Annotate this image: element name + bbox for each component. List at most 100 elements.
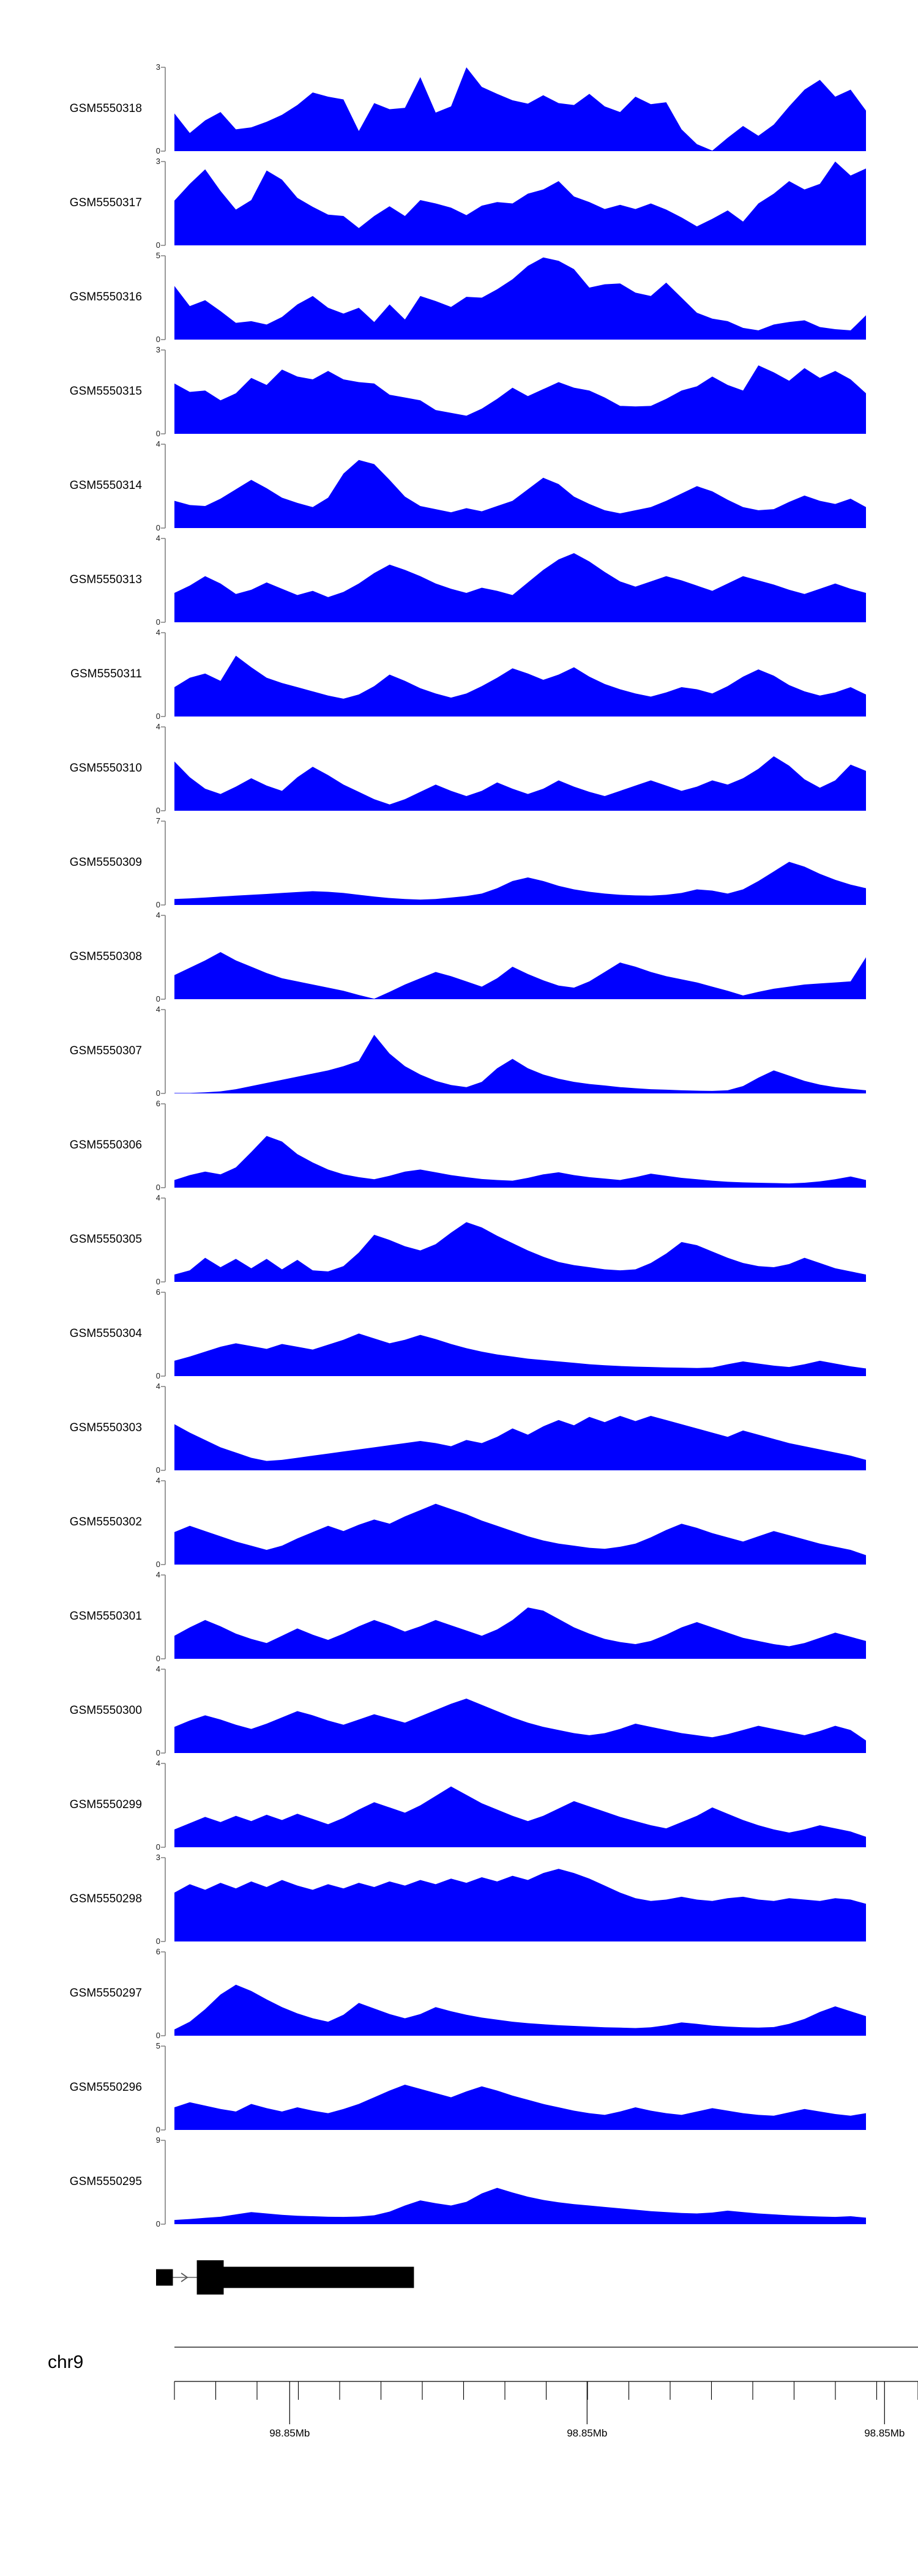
y-axis-max-label: 3 bbox=[155, 1853, 160, 1862]
coverage-track[interactable]: GSM5550302 4 0 bbox=[0, 1444, 918, 1568]
coverage-track[interactable]: GSM5550316 5 0 bbox=[0, 219, 918, 343]
track-sample-label: GSM5550304 bbox=[69, 1327, 142, 1340]
track-sample-label: GSM5550303 bbox=[69, 1421, 142, 1434]
coverage-track[interactable]: GSM5550308 4 0 bbox=[0, 879, 918, 1003]
y-axis-max-label: 4 bbox=[155, 1005, 160, 1014]
y-axis-max-label: 3 bbox=[155, 345, 160, 354]
y-axis-max-label: 4 bbox=[155, 1382, 160, 1391]
coverage-track[interactable]: GSM5550300 4 0 bbox=[0, 1632, 918, 1757]
coverage-track[interactable]: GSM5550313 4 0 bbox=[0, 502, 918, 626]
axis-tick-label: 98.85Mb bbox=[567, 2427, 607, 2439]
y-axis-max-label: 3 bbox=[155, 62, 160, 72]
coverage-track[interactable]: GSM5550314 4 0 bbox=[0, 408, 918, 532]
y-axis-min-label: 0 bbox=[155, 1183, 160, 1192]
y-axis-bracket bbox=[161, 1480, 166, 1565]
y-axis-max-label: 4 bbox=[155, 628, 160, 637]
y-axis-min-label: 0 bbox=[155, 1277, 160, 1286]
coverage-track[interactable]: GSM5550317 3 0 bbox=[0, 125, 918, 249]
y-axis-bracket bbox=[161, 821, 166, 906]
y-axis-min-label: 0 bbox=[155, 2031, 160, 2040]
track-sample-label: GSM5550298 bbox=[69, 1892, 142, 1905]
track-sample-label: GSM5550318 bbox=[69, 102, 142, 115]
y-axis-max-label: 4 bbox=[155, 439, 160, 449]
coverage-area bbox=[174, 1136, 866, 1188]
axis-ruler: 98.85Mb 98.85Mb 98.85Mb bbox=[174, 2347, 918, 2439]
coverage-area bbox=[174, 257, 866, 340]
y-axis-min-label: 0 bbox=[155, 994, 160, 1003]
track-sample-label: GSM5550299 bbox=[69, 1798, 142, 1811]
y-axis-max-label: 4 bbox=[155, 1476, 160, 1485]
y-axis-max-label: 4 bbox=[155, 534, 160, 543]
track-sample-label: GSM5550295 bbox=[69, 2175, 142, 2188]
coverage-area bbox=[174, 162, 866, 245]
y-axis-min-label: 0 bbox=[155, 1654, 160, 1663]
coverage-track[interactable]: GSM5550304 6 0 bbox=[0, 1256, 918, 1380]
coverage-area bbox=[174, 365, 866, 434]
coverage-track[interactable]: GSM5550305 4 0 bbox=[0, 1161, 918, 1286]
y-axis-min-label: 0 bbox=[155, 1842, 160, 1852]
track-sample-label: GSM5550311 bbox=[70, 667, 142, 680]
y-axis-bracket bbox=[161, 1857, 166, 1942]
y-axis-min-label: 0 bbox=[155, 1937, 160, 1946]
y-axis-min-label: 0 bbox=[155, 1465, 160, 1475]
coverage-area bbox=[174, 1984, 866, 2036]
track-sample-label: GSM5550297 bbox=[69, 1986, 142, 2000]
coverage-area bbox=[174, 67, 866, 151]
track-sample-label: GSM5550317 bbox=[69, 196, 142, 209]
coverage-track[interactable]: GSM5550296 5 0 bbox=[0, 2009, 918, 2134]
y-axis-bracket bbox=[161, 538, 166, 623]
coverage-track[interactable]: GSM5550299 4 0 bbox=[0, 1727, 918, 1851]
y-axis-bracket bbox=[161, 726, 166, 811]
y-axis-bracket bbox=[161, 1763, 166, 1848]
coverage-track[interactable]: GSM5550307 4 0 bbox=[0, 973, 918, 1097]
coverage-area bbox=[174, 862, 866, 905]
y-axis-bracket bbox=[161, 1197, 166, 1282]
coverage-area bbox=[174, 2187, 866, 2224]
coverage-track[interactable]: GSM5550311 4 0 bbox=[0, 596, 918, 721]
coverage-track[interactable]: GSM5550318 3 0 bbox=[0, 31, 918, 155]
coverage-track[interactable]: GSM5550315 3 0 bbox=[0, 313, 918, 437]
track-sample-label: GSM5550308 bbox=[69, 950, 142, 963]
track-sample-label: GSM5550314 bbox=[69, 478, 142, 492]
y-axis-min-label: 0 bbox=[155, 1089, 160, 1098]
coverage-area bbox=[174, 1415, 866, 1470]
track-sample-label: GSM5550313 bbox=[69, 573, 142, 586]
y-axis-bracket bbox=[161, 67, 166, 152]
coverage-track[interactable]: GSM5550298 3 0 bbox=[0, 1821, 918, 1945]
y-axis-min-label: 0 bbox=[155, 712, 160, 721]
y-axis-max-label: 4 bbox=[155, 910, 160, 920]
y-axis-bracket bbox=[161, 2046, 166, 2131]
coverage-track[interactable]: GSM5550306 6 0 bbox=[0, 1067, 918, 1192]
y-axis-min-label: 0 bbox=[155, 2219, 160, 2228]
y-axis-min-label: 0 bbox=[155, 240, 160, 250]
y-axis-bracket bbox=[161, 1386, 166, 1471]
y-axis-bracket bbox=[161, 255, 166, 340]
y-axis-max-label: 4 bbox=[155, 1570, 160, 1579]
coverage-track[interactable]: GSM5550295 9 0 bbox=[0, 2104, 918, 2228]
y-axis-min-label: 0 bbox=[155, 1748, 160, 1757]
coverage-track[interactable]: GSM5550310 4 0 bbox=[0, 690, 918, 814]
track-sample-label: GSM5550307 bbox=[69, 1044, 142, 1057]
y-axis-min-label: 0 bbox=[155, 900, 160, 909]
y-axis-max-label: 3 bbox=[155, 157, 160, 166]
track-sample-label: GSM5550316 bbox=[69, 290, 142, 303]
y-axis-min-label: 0 bbox=[155, 146, 160, 155]
coverage-track[interactable]: GSM5550309 7 0 bbox=[0, 784, 918, 909]
y-axis-max-label: 4 bbox=[155, 1193, 160, 1202]
y-axis-max-label: 4 bbox=[155, 1664, 160, 1673]
coverage-area bbox=[174, 1869, 866, 1941]
y-axis-max-label: 4 bbox=[155, 722, 160, 731]
coverage-track[interactable]: GSM5550297 6 0 bbox=[0, 1915, 918, 2040]
track-sample-label: GSM5550306 bbox=[69, 1138, 142, 1152]
y-axis-max-label: 6 bbox=[155, 1947, 160, 1956]
coverage-track[interactable]: GSM5550303 4 0 bbox=[0, 1350, 918, 1474]
y-axis-max-label: 6 bbox=[155, 1287, 160, 1297]
coverage-area bbox=[174, 1333, 866, 1376]
y-axis-bracket bbox=[161, 161, 166, 246]
coverage-track[interactable]: GSM5550301 4 0 bbox=[0, 1538, 918, 1663]
y-axis-min-label: 0 bbox=[155, 617, 160, 627]
y-axis-bracket bbox=[161, 1574, 166, 1659]
y-axis-max-label: 7 bbox=[155, 816, 160, 825]
coverage-area bbox=[174, 756, 866, 811]
